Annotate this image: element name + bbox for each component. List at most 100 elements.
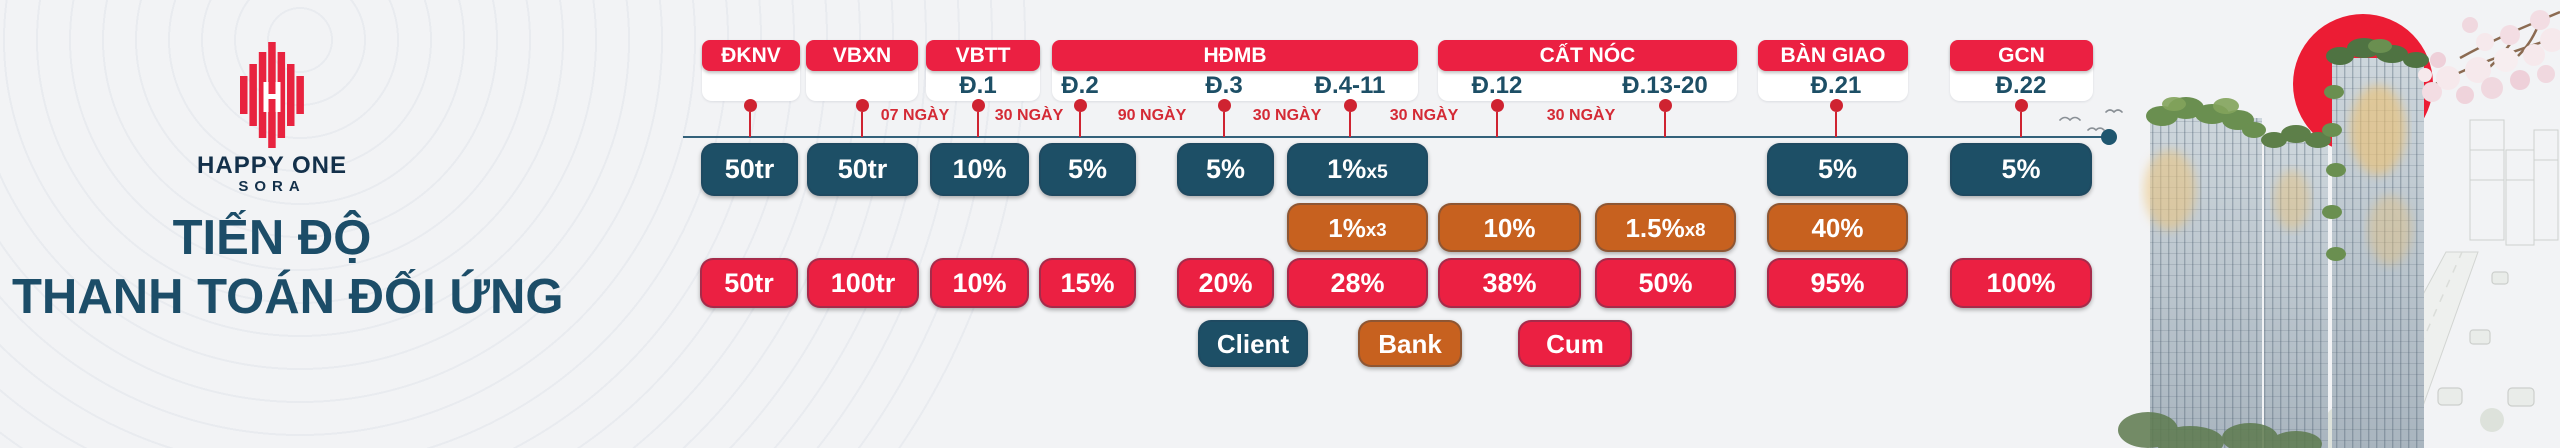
- base-greenery: [2118, 412, 2322, 448]
- pin-stem: [1664, 112, 1666, 137]
- pin-stem: [861, 112, 863, 137]
- payment-value: 28%: [1330, 267, 1385, 298]
- page-title-line2: THANH TOÁN ĐỐI ỨNG: [12, 270, 564, 324]
- stage-label: GCN: [1998, 43, 2045, 67]
- legend-label: Client: [1216, 328, 1290, 359]
- cumulative-payment-badge: 50tr: [700, 258, 798, 308]
- payment-multiplier: x8: [1684, 219, 1706, 241]
- pin-stem: [977, 112, 979, 137]
- brand-block: HAPPY ONE SORA TIẾN ĐỘ THANH TOÁN ĐỐI ỨN…: [12, 42, 564, 324]
- pin-dot-icon: [743, 99, 757, 112]
- pin-stem: [1079, 112, 1081, 137]
- stage-badge-vbxn: VBXN: [806, 40, 918, 71]
- legend-cum: Cum: [1518, 320, 1632, 367]
- client-payment-badge: 5%: [1039, 143, 1136, 196]
- pin-dot-icon: [1490, 99, 1504, 112]
- interval-label: 30 NGÀY: [1389, 107, 1459, 124]
- payment-value: 100%: [1986, 267, 2056, 298]
- legend-label: Bank: [1378, 328, 1442, 359]
- payment-value: 15%: [1060, 267, 1115, 298]
- stage-badge-ban-giao: BÀN GIAO: [1758, 40, 1908, 71]
- brand-name: HAPPY ONE: [197, 152, 347, 179]
- payment-value: 10%: [952, 154, 1007, 184]
- client-payment-badge: 1% x5: [1287, 143, 1428, 196]
- client-payment-badge: 5%: [1767, 143, 1908, 196]
- legend-label: Cum: [1546, 328, 1604, 359]
- cumulative-payment-badge: 100%: [1950, 258, 2092, 308]
- client-payment-badge: 50tr: [807, 143, 918, 196]
- timeline-pin: [1829, 99, 1843, 137]
- page-title-line1: TIẾN ĐỘ: [172, 211, 372, 265]
- milestone-label-d12: Đ.12: [1471, 72, 1523, 99]
- pin-dot-icon: [1343, 99, 1357, 112]
- milestone-label-d13-20: Đ.13-20: [1622, 72, 1708, 99]
- pin-dot-icon: [1073, 99, 1087, 112]
- timeline-pin: [1073, 99, 1087, 137]
- milestone-label-d21: Đ.21: [1810, 72, 1862, 99]
- tower-left: [2144, 97, 2266, 448]
- interval-label: 30 NGÀY: [1252, 107, 1322, 124]
- stage-label: ĐKNV: [721, 43, 781, 67]
- cumulative-payment-badge: 15%: [1039, 258, 1136, 308]
- milestone-label-d22: Đ.22: [1995, 72, 2047, 99]
- payment-value: 50tr: [724, 267, 774, 298]
- bank-payment-badge: 1.5% x8: [1595, 203, 1736, 252]
- bank-payment-badge: 10%: [1438, 203, 1581, 252]
- interval-label: 30 NGÀY: [994, 107, 1064, 124]
- timeline-pin: [1217, 99, 1231, 137]
- pin-dot-icon: [1829, 99, 1843, 112]
- milestone-label-d3: Đ.3: [1205, 72, 1243, 99]
- timeline-pin: [2014, 99, 2028, 137]
- timeline-pin: [743, 99, 757, 137]
- pin-dot-icon: [971, 99, 985, 112]
- payment-value: 10%: [1483, 212, 1536, 243]
- pin-stem: [1349, 112, 1351, 137]
- client-payment-badge: 5%: [1177, 143, 1274, 196]
- cumulative-payment-badge: 28%: [1287, 258, 1428, 308]
- payment-value: 50tr: [724, 154, 775, 184]
- bank-payment-badge: 40%: [1767, 203, 1908, 252]
- bank-payment-badge: 1% x3: [1287, 203, 1428, 252]
- payment-value: 1%: [1328, 212, 1366, 243]
- cherry-blossom: [2418, 10, 2560, 104]
- stage-badge-hdmb: HĐMB: [1052, 40, 1418, 71]
- stage-label: VBXN: [832, 43, 892, 67]
- timeline-pin: [1658, 99, 1672, 137]
- pin-stem: [1223, 112, 1225, 137]
- timeline-end-dot-icon: [2101, 129, 2117, 145]
- stage-label: HĐMB: [1203, 43, 1267, 67]
- cumulative-payment-badge: 100tr: [807, 258, 919, 308]
- pin-stem: [2020, 112, 2022, 137]
- milestone-label-d2: Đ.2: [1061, 72, 1099, 99]
- pin-dot-icon: [1217, 99, 1231, 112]
- legend-bank: Bank: [1358, 320, 1462, 367]
- cumulative-payment-badge: 95%: [1767, 258, 1908, 308]
- payment-value: 1.5%: [1625, 212, 1685, 243]
- interval-label: 07 NGÀY: [880, 107, 950, 124]
- pin-dot-icon: [855, 99, 869, 112]
- happy-one-logo-icon: [240, 42, 304, 148]
- pin-stem: [749, 112, 751, 137]
- payment-value: 40%: [1811, 212, 1864, 243]
- cumulative-payment-badge: 20%: [1177, 258, 1274, 308]
- payment-value: 20%: [1198, 267, 1253, 298]
- payment-value: 5%: [2001, 154, 2041, 184]
- payment-value: 5%: [1205, 154, 1246, 184]
- stage-label: BÀN GIAO: [1780, 43, 1886, 67]
- payment-value: 95%: [1810, 267, 1865, 298]
- payment-value: 1%: [1327, 154, 1367, 184]
- payment-value: 50%: [1638, 267, 1693, 298]
- legend-client: Client: [1198, 320, 1308, 367]
- stage-badge-vbtt: VBTT: [926, 40, 1040, 71]
- building-artwork: [2059, 10, 2560, 448]
- stage-label: VBTT: [955, 43, 1011, 67]
- pin-dot-icon: [2014, 99, 2028, 112]
- interval-label: 30 NGÀY: [1546, 107, 1616, 124]
- stage-badge-dknv: ĐKNV: [702, 40, 800, 71]
- cumulative-payment-badge: 50%: [1595, 258, 1736, 308]
- timeline-pin: [1490, 99, 1504, 137]
- timeline-pin: [1343, 99, 1357, 137]
- timeline-pin: [971, 99, 985, 137]
- birds-icon: [2059, 109, 2123, 132]
- timeline-pin: [855, 99, 869, 137]
